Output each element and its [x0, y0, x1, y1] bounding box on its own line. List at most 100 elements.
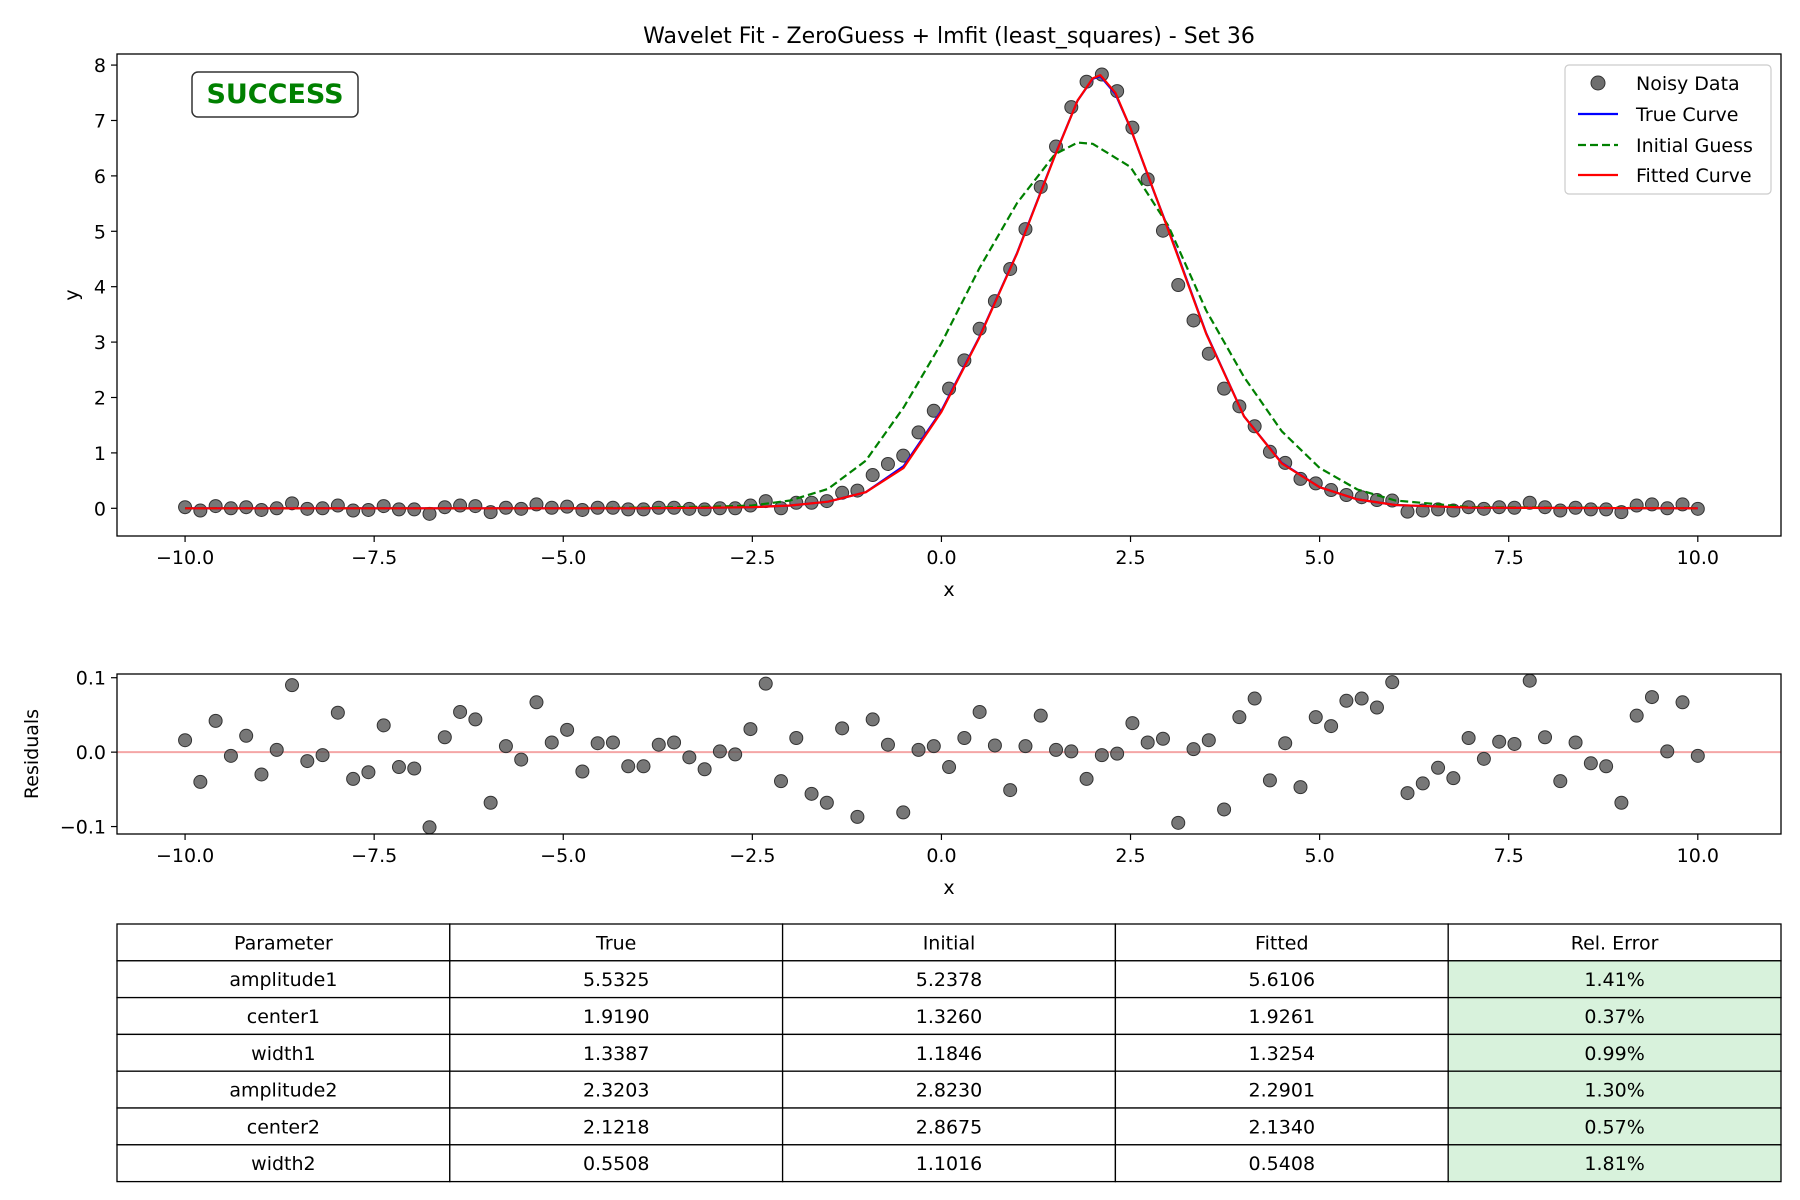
- table-cell-text: 5.5325: [583, 969, 649, 991]
- residual-point: [621, 759, 636, 774]
- noisy-data-point: [1400, 504, 1415, 519]
- residual-point: [1094, 748, 1109, 763]
- residual-point: [437, 730, 452, 745]
- residual-point: [483, 795, 498, 810]
- table-header-cell: [781, 923, 1117, 962]
- noisy-data-point: [1553, 503, 1568, 518]
- figure-title: Wavelet Fit - ZeroGuess + lmfit (least_s…: [643, 24, 1255, 49]
- noisy-data-point: [865, 468, 880, 483]
- residual-point: [911, 742, 926, 757]
- residual-point: [346, 771, 361, 786]
- main-xtick-label: 5.0: [1305, 547, 1335, 569]
- noisy-data-point: [1476, 501, 1491, 516]
- residual-point: [1385, 675, 1400, 690]
- residual-point: [1171, 815, 1186, 830]
- residuals-ytick-label: 0.1: [76, 668, 106, 690]
- main-plot-xlabel: x: [943, 579, 954, 601]
- residuals-plot-ticks: −10.0 −7.5 −5.0 −2.5 0.0 2.5 5.0 7.5 10.0 −0.1 0.0…: [60, 668, 1719, 867]
- residual-point: [880, 737, 895, 752]
- noisy-data-point: [193, 503, 208, 518]
- table-cell-text: 1.9261: [1249, 1006, 1315, 1028]
- residual-point: [972, 704, 987, 719]
- residual-point: [1629, 708, 1644, 723]
- table-header-text: True: [595, 932, 636, 954]
- table-cell: [781, 1033, 1117, 1072]
- table-header-text: Parameter: [234, 932, 333, 954]
- residual-point: [1232, 710, 1247, 725]
- residual-point: [1354, 691, 1369, 706]
- residual-point: [1293, 780, 1308, 795]
- table-cell-text: amplitude1: [229, 969, 337, 991]
- table-cell: [1447, 996, 1782, 1036]
- table-cell: [1447, 1107, 1782, 1146]
- residual-point: [422, 820, 437, 835]
- residual-point: [376, 718, 391, 733]
- main-ytick-label: 1: [94, 443, 106, 465]
- legend-true-curve-label: True Curve: [1635, 104, 1738, 126]
- residual-point: [1522, 673, 1537, 688]
- table-cell-text: 0.5508: [583, 1153, 649, 1175]
- noisy-data-point: [178, 500, 193, 515]
- residual-point: [468, 712, 483, 727]
- table-cell-text: width2: [251, 1153, 315, 1175]
- legend-noisy-data-marker: [1590, 75, 1606, 91]
- residual-point: [896, 805, 911, 820]
- table-cell: [781, 996, 1117, 1036]
- residual-point: [1003, 783, 1018, 798]
- noisy-data-point: [407, 502, 422, 517]
- residual-point: [1308, 710, 1323, 725]
- residual-point: [1675, 695, 1690, 710]
- residual-point: [269, 742, 284, 757]
- residual-point: [1049, 742, 1064, 757]
- table-header-cell: [1447, 923, 1782, 962]
- table-cell-text: 2.8675: [916, 1116, 982, 1138]
- true-curve-line: [185, 75, 1698, 510]
- main-xtick-label: −2.5: [729, 547, 775, 569]
- main-xtick-label: 0.0: [926, 547, 956, 569]
- table-cell-text: 1.9190: [583, 1006, 649, 1028]
- residual-point: [1538, 730, 1553, 745]
- main-xtick-label: 2.5: [1115, 547, 1145, 569]
- noisy-data-point: [1599, 502, 1614, 517]
- noisy-data-point: [911, 425, 926, 440]
- residual-point: [1140, 735, 1155, 750]
- residual-point: [498, 739, 513, 754]
- residual-point: [1033, 708, 1048, 723]
- noisy-data-point: [621, 502, 636, 517]
- noisy-data-point: [880, 456, 895, 471]
- legend-initial-guess-label: Initial Guess: [1636, 135, 1753, 157]
- residuals-plot-frame: [116, 673, 1782, 835]
- residuals-ytick-label: −0.1: [60, 817, 106, 839]
- residual-point: [1262, 773, 1277, 788]
- noisy-data-point: [1629, 498, 1644, 513]
- table-cell-text: center1: [247, 1006, 320, 1028]
- residual-point: [1324, 719, 1339, 734]
- table-cell: [781, 1070, 1117, 1109]
- noisy-data-point: [468, 499, 483, 514]
- residual-point: [575, 764, 590, 779]
- noisy-data-point: [239, 500, 254, 515]
- main-plot-ylabel: y: [61, 289, 83, 300]
- residuals-xtick-label: −5.0: [540, 845, 586, 867]
- residual-point: [1446, 771, 1461, 786]
- noisy-data-point: [346, 503, 361, 518]
- residual-point: [1201, 733, 1216, 748]
- residual-point: [1553, 774, 1568, 789]
- residual-point: [1431, 760, 1446, 775]
- main-plot-frame: [116, 53, 1782, 537]
- residual-point: [1507, 736, 1522, 751]
- residual-point: [1415, 776, 1430, 791]
- residual-point: [407, 761, 422, 776]
- residual-point: [544, 735, 559, 750]
- table-header-cell: [1114, 923, 1449, 962]
- main-ytick-label: 5: [94, 221, 106, 243]
- table-cell-text: 5.2378: [916, 969, 982, 991]
- residual-point: [361, 765, 376, 780]
- table-cell: [1447, 960, 1782, 999]
- table-cell-text: 2.1340: [1249, 1116, 1315, 1138]
- main-plot-marks: [178, 67, 1705, 521]
- main-ytick-label: 4: [94, 277, 106, 299]
- residual-point: [590, 736, 605, 751]
- residual-point: [605, 735, 620, 750]
- noisy-data-point: [437, 500, 452, 515]
